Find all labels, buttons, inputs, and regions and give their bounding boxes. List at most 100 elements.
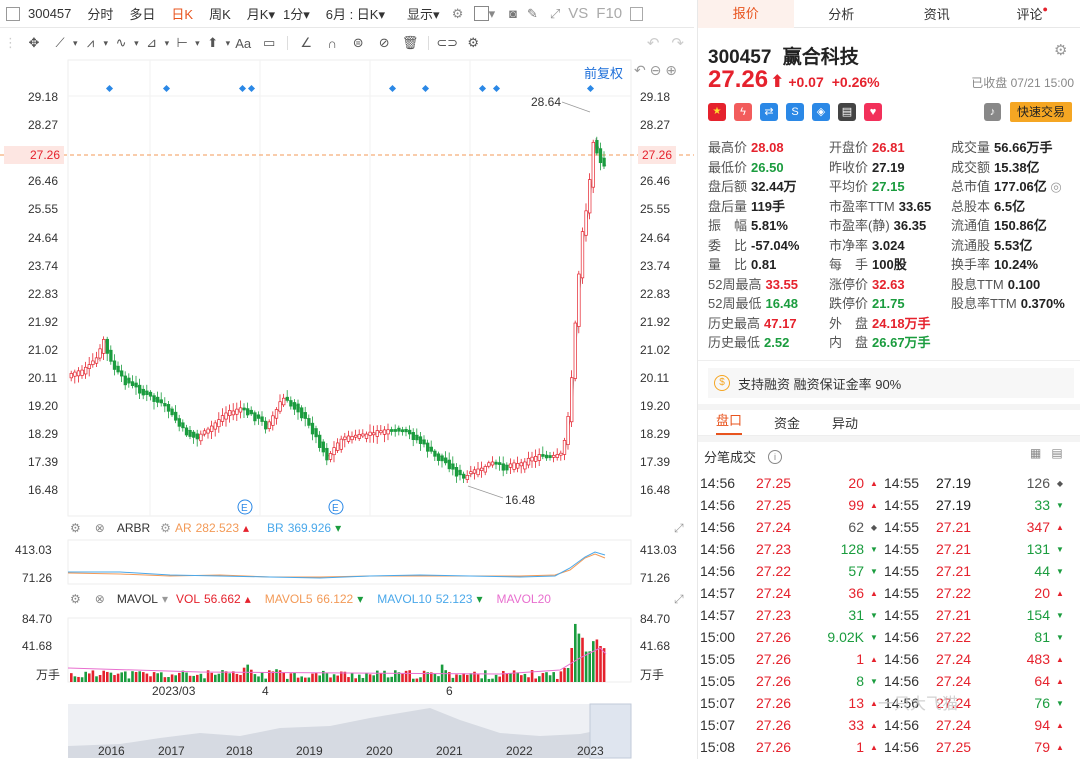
info-icon[interactable]: i: [768, 449, 783, 464]
quote-stat: 昨收价 27.19: [829, 159, 905, 175]
fib-tool-icon[interactable]: ⊿: [146, 35, 158, 50]
expand-icon[interactable]: ⤢: [674, 592, 684, 606]
mavol-name[interactable]: MAVOL: [116, 592, 158, 606]
link-icon[interactable]: ⊂⊃: [436, 35, 459, 50]
volume-bar: [422, 670, 426, 682]
volume-bar: [570, 647, 573, 682]
panel-toggle-icon[interactable]: [630, 6, 644, 21]
candle: [123, 375, 127, 386]
tab-minute[interactable]: 1分▾: [282, 7, 310, 22]
candle: [436, 453, 441, 461]
arbr-name[interactable]: ARBR: [116, 521, 151, 535]
quick-trade-button[interactable]: 快速交易: [1010, 102, 1072, 122]
tab-analysis[interactable]: 分析: [828, 7, 855, 22]
candle: [292, 402, 297, 410]
y-tick-label: 18.29: [28, 427, 59, 442]
list-icon[interactable]: [6, 6, 20, 21]
stock-code[interactable]: 300457: [28, 6, 72, 21]
ruler-icon[interactable]: ∠: [300, 35, 313, 50]
settings-icon[interactable]: ⚙: [70, 592, 81, 606]
quote-stat: 内 盘 26.67万手: [829, 335, 931, 350]
tag-icon[interactable]: ◈: [812, 103, 830, 121]
quote-stat: 股息TTM 0.100: [951, 276, 1041, 292]
tab-quote[interactable]: 报价: [698, 0, 794, 28]
pencil-icon[interactable]: ✎: [526, 5, 538, 21]
wave-tool-icon[interactable]: ∿: [115, 35, 127, 50]
settings-icon[interactable]: ⚙: [70, 521, 81, 535]
magnet-icon[interactable]: ∩: [327, 35, 337, 51]
volume-bar: [556, 678, 559, 682]
flag-icon[interactable]: ★: [708, 103, 726, 121]
candle: [170, 408, 174, 416]
hide-icon[interactable]: ⊘: [378, 35, 390, 50]
candle: [415, 434, 419, 441]
event-e-marker-2[interactable]: E: [328, 499, 344, 515]
candle: [332, 447, 336, 456]
candle: [440, 455, 444, 462]
volume-bar: [113, 675, 116, 682]
y-tick-label: 29.18: [640, 90, 671, 104]
tab-comments[interactable]: 评论●: [1016, 4, 1048, 22]
chart-zoom-controls[interactable]: ↶ ⊖ ⊕: [634, 62, 677, 78]
last-price: 27.26: [708, 66, 769, 93]
s-icon[interactable]: S: [786, 103, 804, 121]
display-select[interactable]: 显示▾: [407, 7, 440, 22]
close-icon[interactable]: ⊗: [94, 592, 105, 606]
lightning-icon[interactable]: ϟ: [734, 103, 752, 121]
redo-icon[interactable]: ↷: [671, 35, 684, 52]
quote-stat: 平均价 27.15: [829, 179, 905, 194]
candle: [314, 428, 318, 438]
range-select[interactable]: 6月 : 日K▾: [325, 7, 386, 22]
vs-button[interactable]: VS: [568, 5, 589, 22]
candle: [418, 436, 423, 444]
tab-fenshi[interactable]: 分时: [87, 7, 114, 22]
line-tool-icon[interactable]: ⟋: [55, 35, 65, 50]
heart-icon[interactable]: ♥: [864, 103, 882, 121]
settings-icon[interactable]: ⚙: [1054, 42, 1068, 59]
candle: [404, 428, 408, 433]
event-e-marker-1[interactable]: E: [237, 499, 253, 515]
text-tool-icon[interactable]: Aa: [235, 35, 252, 51]
exchange-icon[interactable]: ⇄: [760, 103, 778, 121]
tab-funds[interactable]: 资金: [774, 416, 801, 431]
undo-icon[interactable]: ↶: [646, 35, 660, 52]
svg-text:2020: 2020: [366, 744, 393, 758]
volume-bar: [329, 677, 332, 682]
candle: [267, 421, 271, 429]
navigator-window[interactable]: [589, 703, 632, 759]
move-icon[interactable]: ✥: [28, 35, 40, 50]
polyline-tool-icon[interactable]: ⩘: [86, 35, 95, 50]
lock-icon[interactable]: ⊜: [352, 35, 364, 50]
settings-icon[interactable]: ⚙: [467, 35, 480, 50]
grid-view-icon[interactable]: ▦: [1030, 446, 1042, 460]
trash-icon[interactable]: 🗑: [401, 35, 419, 50]
volume-bar: [102, 670, 105, 682]
settings-icon[interactable]: ⚙: [451, 5, 464, 21]
arrow-up-icon[interactable]: ⬆: [207, 35, 219, 50]
restore-toggle[interactable]: 前复权: [584, 66, 624, 81]
close-icon[interactable]: ⊗: [94, 521, 105, 535]
book-icon[interactable]: ▤: [838, 103, 856, 121]
list-view-icon[interactable]: ▤: [1051, 446, 1063, 460]
tab-pankou[interactable]: 盘口: [716, 410, 743, 435]
volume-bar: [134, 671, 138, 682]
kline-chart[interactable]: 28.64 16.48 E E 2023/03 4 6 2016 2017 20…: [0, 58, 694, 759]
camera-icon[interactable]: ◙: [509, 6, 517, 21]
comment-icon[interactable]: ▭: [263, 35, 276, 50]
fullscreen-icon[interactable]: ⤢: [549, 5, 561, 21]
expand-icon[interactable]: ⤢: [674, 521, 684, 535]
tab-yuek[interactable]: 月K▾: [246, 7, 275, 22]
tab-news[interactable]: 资讯: [923, 7, 950, 22]
checkbox-icon[interactable]: [473, 6, 489, 21]
candle: [429, 446, 433, 452]
tab-rik[interactable]: 日K: [171, 7, 194, 22]
tab-zhouk[interactable]: 周K: [209, 7, 231, 22]
measure-tool-icon[interactable]: ⊢: [176, 35, 188, 50]
tab-duori[interactable]: 多日: [129, 7, 156, 22]
stock-title: 300457 赢合科技: [708, 47, 859, 68]
bell-icon[interactable]: ♪: [984, 103, 1001, 121]
candle: [411, 432, 415, 441]
candle: [400, 429, 405, 433]
tab-movement[interactable]: 异动: [832, 416, 859, 431]
f10-button[interactable]: F10: [596, 5, 623, 22]
